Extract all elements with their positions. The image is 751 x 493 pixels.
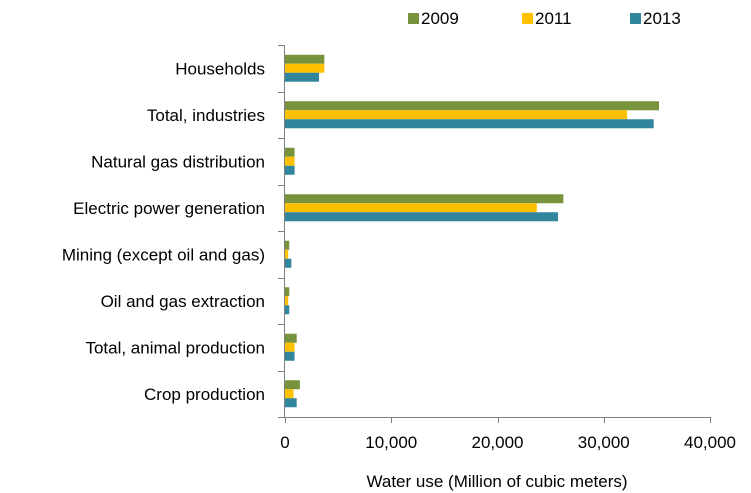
legend: 2009 2011 2013: [408, 9, 681, 28]
category-label: Mining (except oil and gas): [62, 245, 265, 264]
bar-2011: [285, 389, 294, 399]
legend-label-2013: 2013: [643, 9, 681, 28]
x-axis-title: Water use (Million of cubic meters): [366, 472, 627, 491]
bar-2011: [285, 110, 628, 120]
bar-2009: [285, 287, 290, 297]
bar-2009: [285, 54, 325, 64]
category-label: Crop production: [144, 385, 265, 404]
bar-2011: [285, 63, 325, 73]
x-tick-label: 20,000: [472, 433, 524, 452]
bar-2013: [285, 165, 295, 175]
category-labels: Households Total, industries Natural gas d…: [62, 59, 265, 404]
bar-2009: [285, 380, 300, 390]
bar-2013: [285, 351, 295, 361]
legend-label-2009: 2009: [421, 9, 459, 28]
bar-2013: [285, 119, 654, 129]
legend-swatch-2009: [408, 13, 419, 24]
bar-2011: [285, 342, 295, 352]
bar-2013: [285, 305, 290, 315]
bar-2011: [285, 249, 289, 259]
bar-2013: [285, 258, 292, 268]
bar-2009: [285, 194, 564, 204]
category-label: Oil and gas extraction: [101, 292, 265, 311]
bar-2013: [285, 212, 559, 222]
bar-2013: [285, 72, 319, 82]
legend-swatch-2011: [522, 13, 533, 24]
axes: [278, 45, 711, 423]
category-label: Natural gas distribution: [91, 152, 265, 171]
category-label: Households: [175, 59, 265, 78]
bar-2009: [285, 101, 659, 111]
bar-2009: [285, 240, 290, 250]
bar-2011: [285, 296, 289, 306]
bar-2011: [285, 203, 537, 213]
legend-label-2011: 2011: [535, 9, 572, 28]
x-tick-label: 30,000: [578, 433, 630, 452]
x-tick-labels: 0 10,000 20,000 30,000 40,000: [280, 433, 736, 452]
category-label: Total, animal production: [85, 338, 265, 357]
x-tick-label: 0: [280, 433, 289, 452]
bar-2009: [285, 147, 295, 157]
category-label: Total, industries: [147, 106, 265, 125]
bar-2013: [285, 398, 297, 408]
x-tick-label: 10,000: [365, 433, 417, 452]
bars: [285, 54, 659, 408]
legend-swatch-2013: [630, 13, 641, 24]
bar-2011: [285, 156, 295, 166]
bar-2009: [285, 333, 297, 343]
category-label: Electric power generation: [73, 199, 265, 218]
x-tick-label: 40,000: [684, 433, 736, 452]
